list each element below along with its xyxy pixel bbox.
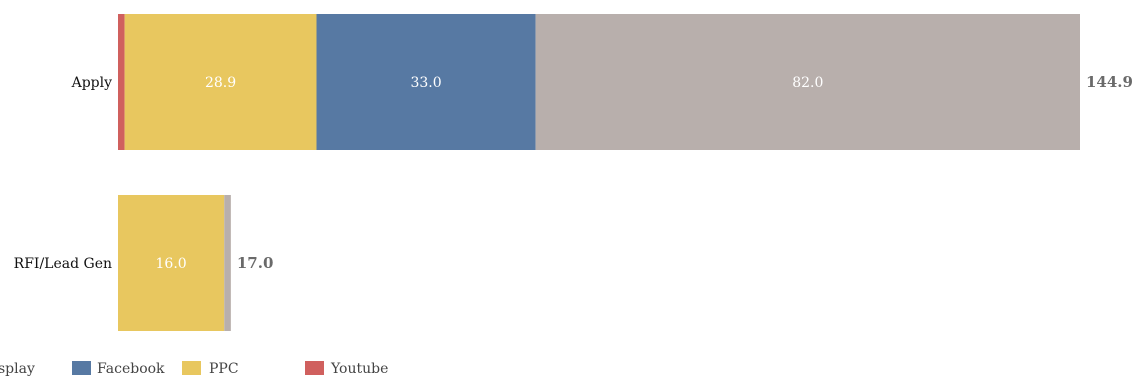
- legend-item-youtube[interactable]: Youtube: [305, 361, 388, 377]
- category-label-rfi-lead-gen: RFI/Lead Gen: [14, 256, 112, 272]
- bars-layer: [118, 14, 1080, 331]
- legend: splay Facebook PPC Youtube: [0, 361, 388, 377]
- bar-facebook-apply[interactable]: [316, 14, 536, 150]
- legend-label-splay: splay: [0, 361, 35, 377]
- total-label-apply: 144.9: [1086, 73, 1133, 91]
- labels-layer: Apply 28.9 33.0 82.0 144.9 RFI/Lead Gen 16.0 17…: [14, 73, 1133, 272]
- bar-ppc-rfi-lead-gen[interactable]: [118, 195, 225, 331]
- legend-swatch-facebook: [72, 361, 91, 375]
- category-label-apply: Apply: [71, 75, 113, 91]
- data-label-facebook-apply: 33.0: [410, 75, 441, 91]
- data-label-ppc-rfi-lead-gen: 16.0: [156, 256, 187, 272]
- bar-youtube-apply[interactable]: [118, 14, 125, 150]
- legend-label-youtube: Youtube: [330, 361, 388, 377]
- data-label-display-apply: 82.0: [792, 75, 823, 91]
- legend-label-facebook: Facebook: [97, 361, 165, 377]
- data-label-ppc-apply: 28.9: [205, 75, 236, 91]
- bar-display-rfi-lead-gen[interactable]: [224, 195, 231, 331]
- legend-swatch-ppc: [182, 361, 201, 375]
- total-label-rfi-lead-gen: 17.0: [237, 254, 274, 272]
- legend-swatch-youtube: [305, 361, 324, 375]
- legend-item-facebook[interactable]: Facebook: [72, 361, 165, 377]
- legend-label-ppc: PPC: [209, 361, 239, 377]
- bar-ppc-apply[interactable]: [124, 14, 317, 150]
- bar-display-apply[interactable]: [535, 14, 1080, 150]
- legend-item-ppc[interactable]: PPC: [182, 361, 239, 377]
- legend-item-splay[interactable]: splay: [0, 361, 35, 377]
